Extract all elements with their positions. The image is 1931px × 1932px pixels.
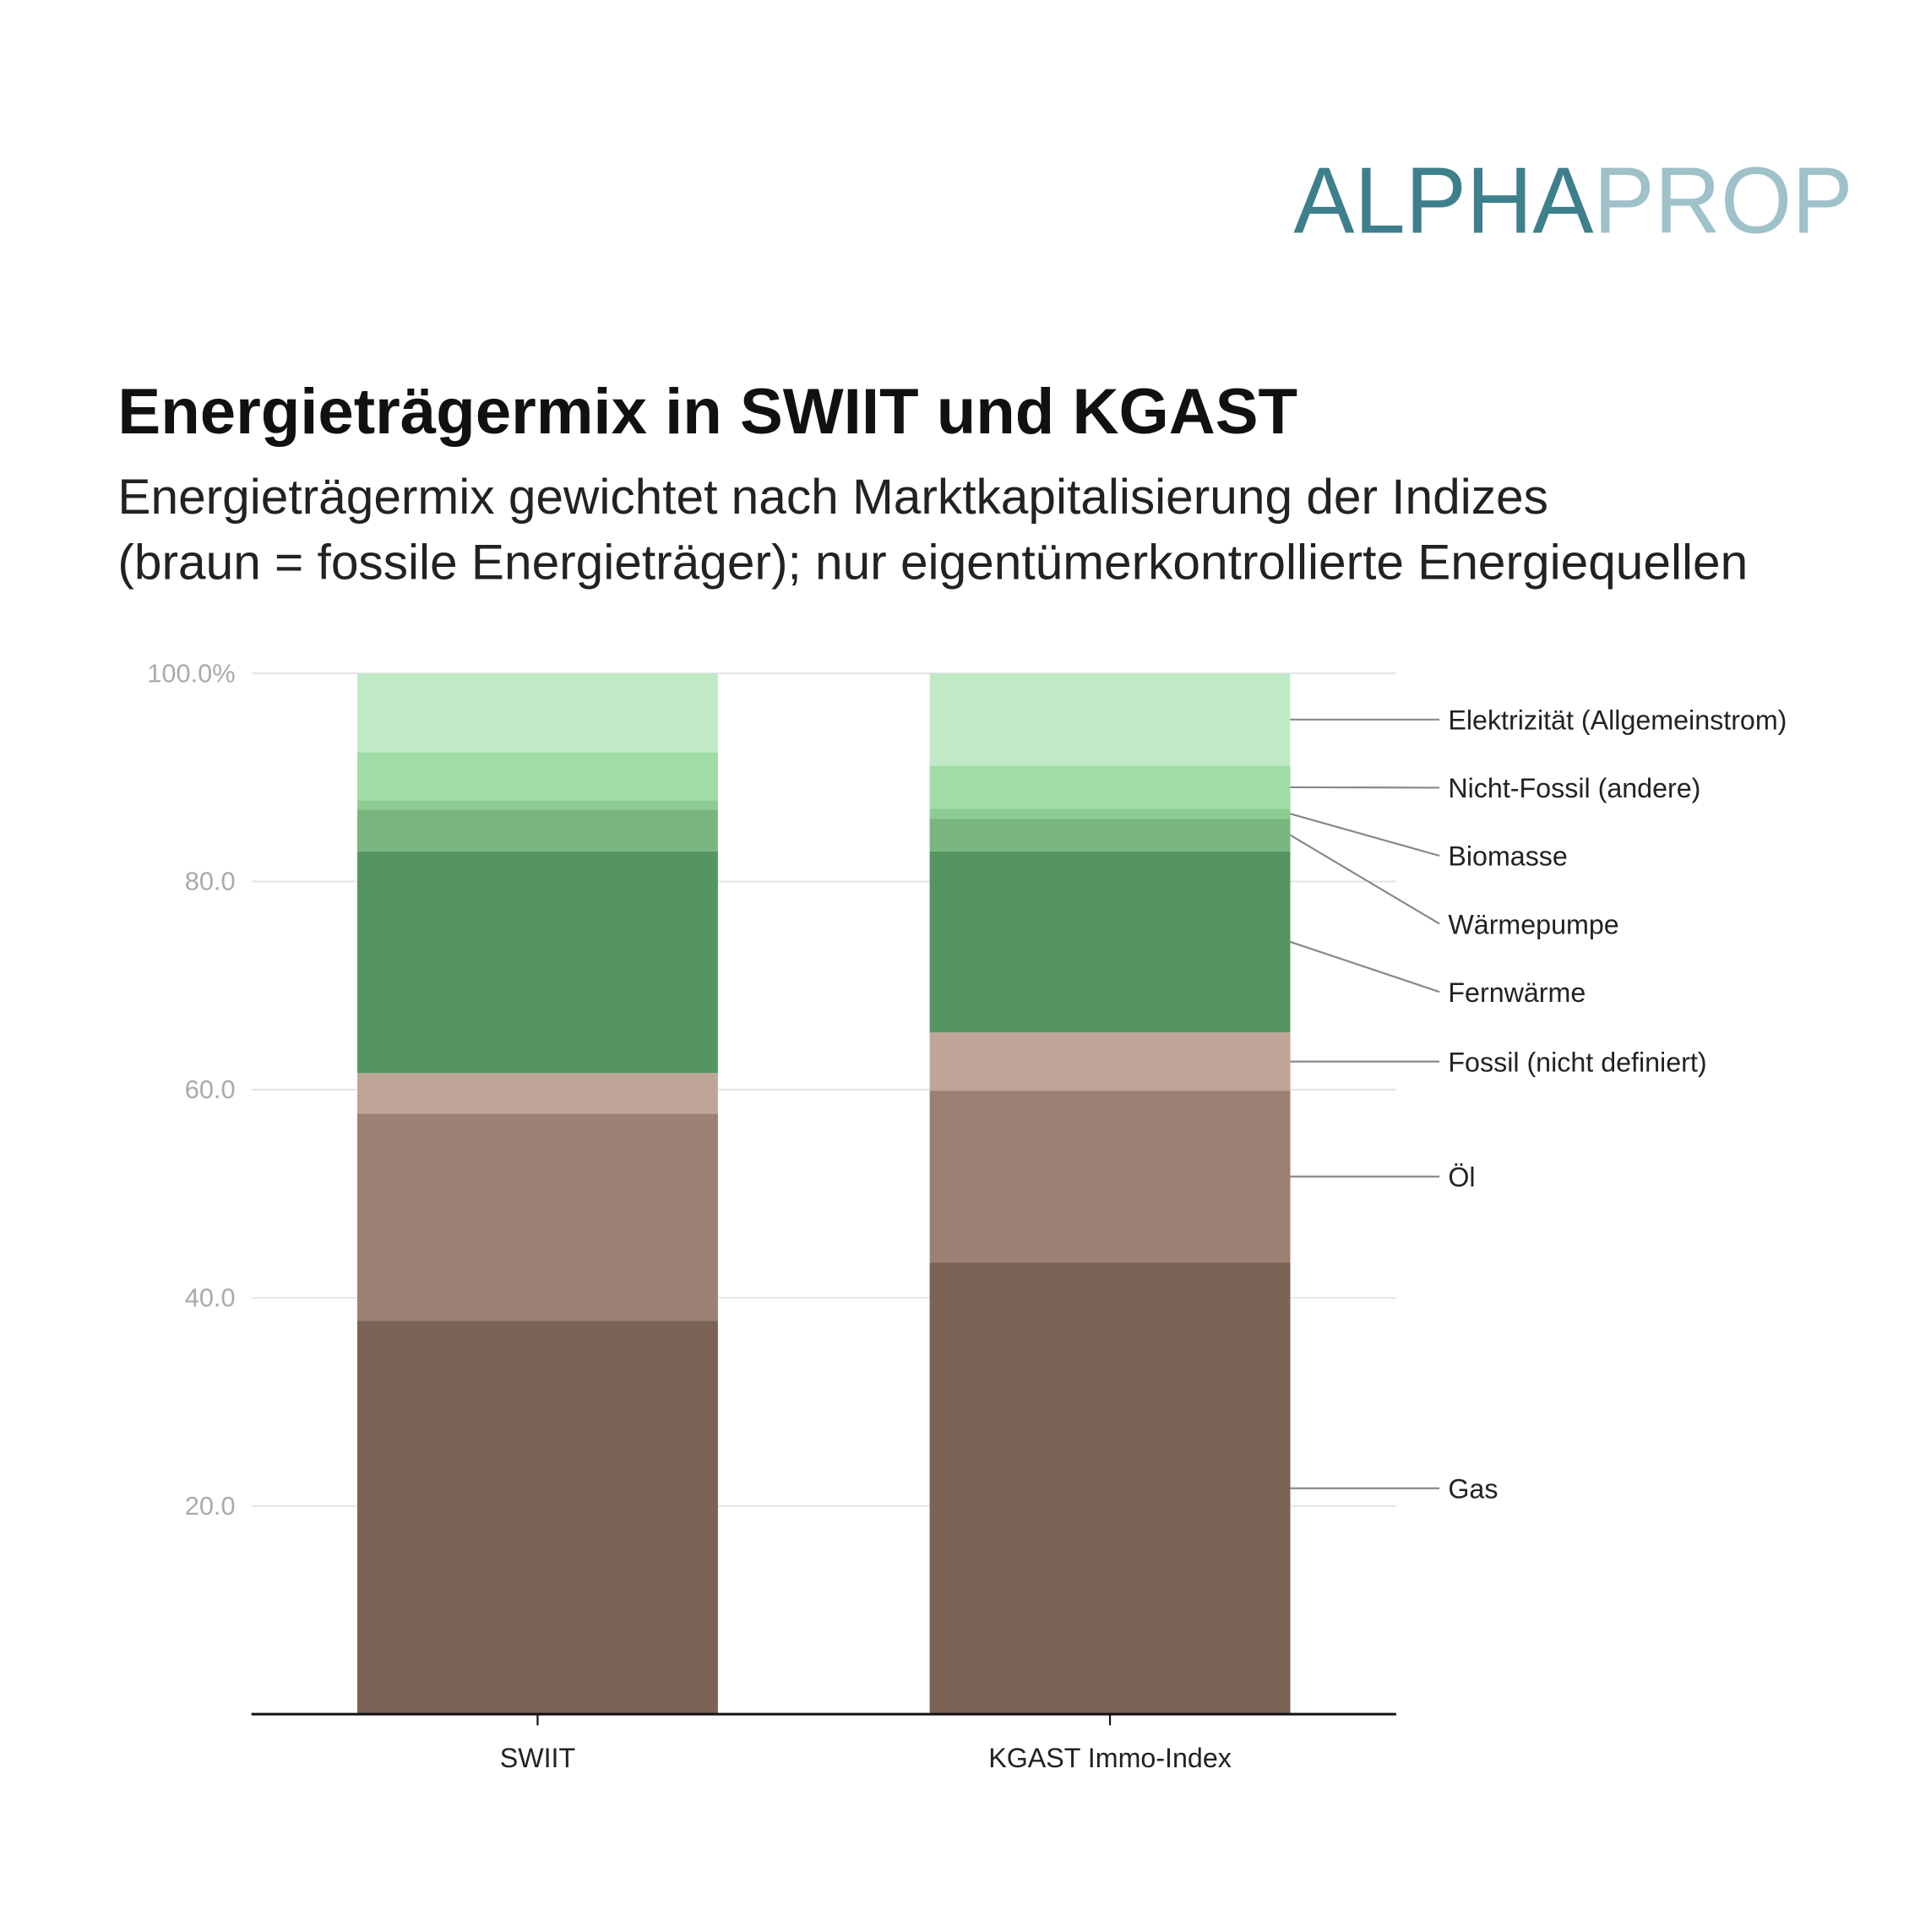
- bar-segment: [929, 808, 1291, 819]
- y-tick-label: 40.0: [185, 1283, 236, 1313]
- bar-segment: [357, 809, 718, 852]
- legend-label: Öl: [1448, 1162, 1475, 1192]
- y-tick-label: 60.0: [185, 1075, 236, 1104]
- bar-segment: [357, 1113, 718, 1321]
- y-tick-label: 100.0%: [147, 658, 235, 688]
- bar-segment: [929, 851, 1291, 1033]
- chart-subtitle: Energieträgermix gewichtet nach Marktkap…: [117, 470, 1548, 525]
- chart-title: Energieträgermix in SWIIT und KGAST: [117, 376, 1297, 448]
- chart-subtitle: (braun = fossile Energieträger); nur eig…: [117, 536, 1748, 590]
- bar-segment: [357, 752, 718, 801]
- legend-label: Wärmepumpe: [1448, 909, 1618, 939]
- bar-segment: [929, 819, 1291, 852]
- legend-label: Fernwärme: [1448, 977, 1586, 1008]
- y-tick-label: 80.0: [185, 867, 236, 896]
- bar-segment: [929, 1262, 1291, 1715]
- legend-label: Gas: [1448, 1473, 1498, 1504]
- leader-line: [1290, 940, 1440, 993]
- bar-segment: [929, 1032, 1291, 1091]
- x-tick-label: KGAST Immo-Index: [988, 1743, 1232, 1773]
- logo-part: ALPHA: [1293, 147, 1594, 253]
- bar-segment: [929, 1091, 1291, 1263]
- logo: ALPHAPROP: [1293, 147, 1852, 253]
- bar-segment: [357, 1073, 718, 1114]
- legend-label: Elektrizität (Allgemeinstrom): [1448, 705, 1787, 736]
- bar-segment: [357, 1320, 718, 1715]
- bar-segment: [357, 800, 718, 810]
- bar-segment: [929, 673, 1291, 766]
- bar-segment: [357, 851, 718, 1074]
- legend-label: Fossil (nicht definiert): [1448, 1047, 1706, 1077]
- bar-segment: [929, 765, 1291, 809]
- logo-part: PROP: [1593, 147, 1852, 253]
- x-tick-label: SWIIT: [500, 1743, 575, 1773]
- leader-line: [1289, 834, 1440, 925]
- leader-line: [1290, 813, 1440, 857]
- y-tick-label: 20.0: [185, 1491, 236, 1521]
- bar-segment: [357, 673, 718, 753]
- legend-label: Nicht-Fossil (andere): [1448, 773, 1700, 803]
- legend-label: Biomasse: [1448, 841, 1567, 872]
